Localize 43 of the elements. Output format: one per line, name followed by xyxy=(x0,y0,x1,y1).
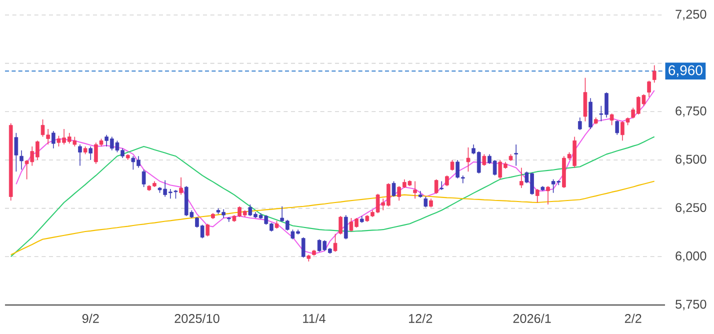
candlestick xyxy=(52,130,56,149)
y-tick-label: 6,500 xyxy=(676,154,706,166)
candlestick xyxy=(179,176,183,196)
candlestick xyxy=(482,154,486,166)
y-tick-label: 6,000 xyxy=(676,251,706,262)
candlestick xyxy=(546,186,550,205)
candlestick xyxy=(301,236,306,258)
y-tick-label: 6,250 xyxy=(676,203,706,214)
candlestick xyxy=(392,180,396,198)
candlestick xyxy=(434,178,438,194)
x-tick-label: 12/2 xyxy=(408,314,432,323)
candlestick xyxy=(206,223,210,237)
y-tick-label: 5,750 xyxy=(676,300,706,310)
candlestick xyxy=(344,214,348,240)
x-tick-label: 2025/10 xyxy=(174,314,220,323)
x-tick-label: 2/2 xyxy=(624,314,642,323)
candlestick xyxy=(440,180,444,190)
candlestick xyxy=(514,144,518,166)
candlestick xyxy=(610,113,614,126)
ref-line-label: 6,960 xyxy=(668,65,702,77)
candlestick xyxy=(652,64,656,84)
candlestick xyxy=(142,169,146,188)
candlestick xyxy=(647,80,651,98)
candlestick xyxy=(333,233,338,252)
candlestick xyxy=(615,120,620,136)
candlestick xyxy=(88,146,93,160)
y-tick-label: 7,250 xyxy=(676,10,706,20)
candlestick xyxy=(20,150,24,170)
candlestick xyxy=(338,216,342,235)
x-tick-label: 9/2 xyxy=(82,314,99,323)
candlestick xyxy=(535,188,540,203)
candlestick xyxy=(413,180,417,200)
candlestick xyxy=(78,144,82,166)
x-tick-label: 2026/1 xyxy=(513,314,551,323)
candlestick xyxy=(424,196,428,208)
candlestick xyxy=(466,147,470,172)
candlestick xyxy=(450,160,454,172)
candlestick xyxy=(520,167,524,188)
candlestick xyxy=(578,117,582,130)
candlestick xyxy=(14,132,18,172)
x-tick-label: 11/4 xyxy=(303,314,326,323)
candlestick xyxy=(445,175,449,186)
y-tick-label: 6,750 xyxy=(676,106,706,117)
